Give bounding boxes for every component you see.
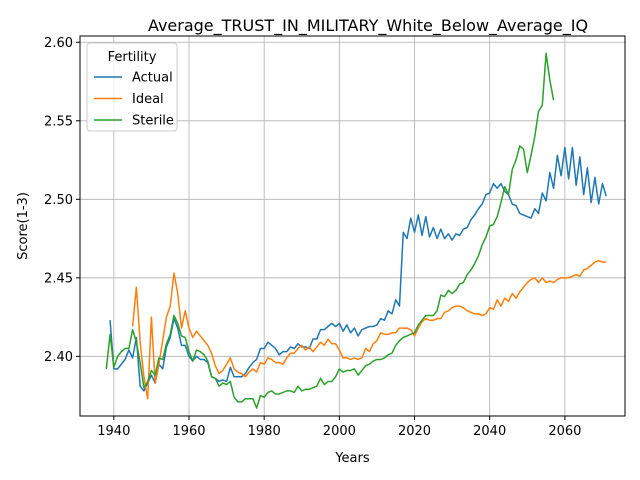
x-axis-label: Years [334, 451, 370, 466]
x-tick-label: 1960 [172, 424, 205, 439]
series-line-actual [109, 146, 607, 392]
series-line-sterile [105, 52, 555, 409]
x-tick-label: 2000 [323, 424, 356, 439]
legend-label-sterile: Sterile [132, 114, 174, 129]
series-lines [105, 52, 607, 409]
series-line-ideal [131, 259, 607, 400]
y-tick-label: 2.50 [44, 193, 73, 208]
y-tick-label: 2.55 [44, 114, 73, 129]
y-tick-label: 2.60 [44, 36, 73, 51]
legend-label-ideal: Ideal [132, 92, 164, 107]
x-tick-label: 2020 [398, 424, 431, 439]
x-tick-label: 1980 [248, 424, 281, 439]
y-tick-label: 2.40 [44, 350, 73, 365]
x-tick-label: 1940 [97, 424, 130, 439]
legend-frame [86, 42, 178, 132]
chart-title: Average_TRUST_IN_MILITARY_White_Below_Av… [148, 16, 588, 36]
x-tick-label: 2040 [473, 424, 506, 439]
axis-ticks: 1940 1960 1980 2000 2020 2040 2060 2.40 2.45 2.50… [44, 36, 581, 439]
legend-label-actual: Actual [132, 71, 173, 86]
x-tick-label: 2060 [548, 424, 581, 439]
plot-frame [79, 35, 626, 417]
y-tick-label: 2.45 [44, 271, 73, 286]
legend-title: Fertility [108, 50, 157, 65]
legend: Fertility Actual Ideal Sterile [86, 42, 178, 132]
y-axis-label: Score(1-3) [16, 192, 31, 260]
